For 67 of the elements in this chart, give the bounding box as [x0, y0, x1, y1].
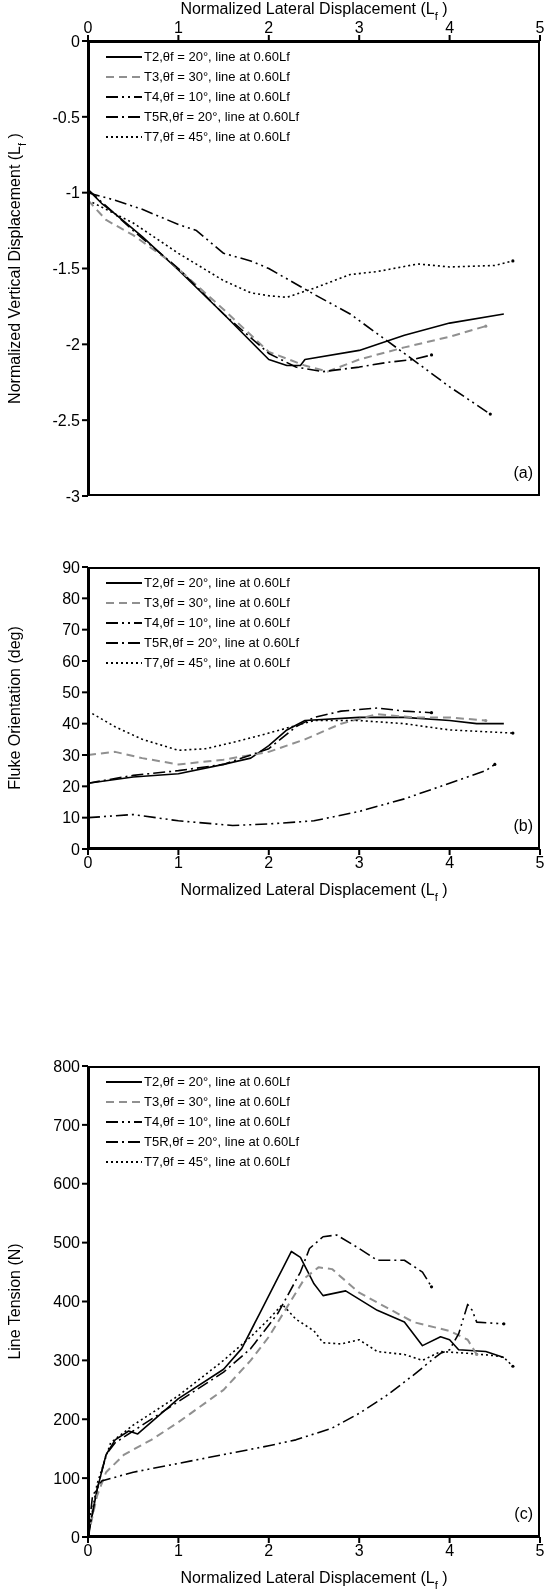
y-tick-label: 20: [62, 778, 81, 796]
legend-label: T3,θf = 30°, line at 0.60Lf: [144, 1093, 290, 1111]
x-tick-label: 4: [445, 854, 455, 872]
y-tick-label: 100: [53, 1469, 81, 1487]
y-tick-label: 0: [71, 1528, 81, 1546]
x-tick-label: 5: [535, 1542, 545, 1560]
y-tick-label: 0: [71, 32, 81, 50]
legend-label: T4,θf = 10°, line at 0.60Lf: [144, 1113, 290, 1131]
y-tick-label: -1.5: [52, 260, 81, 278]
y-axis-title: Fluke Orientation (deg): [6, 626, 23, 790]
y-axis-title: Line Tension (N): [6, 1243, 23, 1360]
x-tick-label: 4: [445, 19, 455, 36]
annotation: (b): [513, 817, 533, 835]
legend-label: T5R,θf = 20°, line at 0.60Lf: [144, 634, 300, 652]
x-axis-title: Normalized Lateral Displacement (L$_{f}$): [180, 1569, 448, 1591]
x-tick-label: 3: [354, 1542, 364, 1560]
y-tick-label: 60: [62, 652, 81, 670]
legend-label: T3,θf = 30°, line at 0.60Lf: [144, 594, 290, 612]
x-tick-label: 5: [535, 19, 545, 36]
y-tick-label: 800: [53, 1057, 81, 1075]
x-tick-label: 1: [173, 19, 183, 36]
y-tick-label: 10: [62, 809, 81, 827]
legend-label: T7,θf = 45°, line at 0.60Lf: [144, 1153, 290, 1171]
y-tick-label: 0: [71, 840, 81, 858]
x-axis-title: Normalized Lateral Displacement (L$_{f}$): [180, 881, 448, 903]
legend-label: T2,θf = 20°, line at 0.60Lf: [144, 1073, 290, 1091]
x-axis-title: Normalized Lateral Displacement (L$_{f}$): [180, 0, 448, 22]
y-tick-label: 200: [53, 1410, 81, 1428]
y-tick-label: -0.5: [52, 108, 81, 126]
x-tick-label: 3: [354, 19, 364, 36]
legend-label: T4,θf = 10°, line at 0.60Lf: [144, 614, 290, 632]
y-tick-label: 70: [62, 621, 81, 639]
legend-label: T7,θf = 45°, line at 0.60Lf: [144, 654, 290, 672]
y-tick-label: 30: [62, 746, 81, 764]
x-tick-label: 3: [354, 854, 364, 872]
y-tick-label: -2: [65, 336, 81, 354]
x-tick-label: 0: [83, 854, 93, 872]
legend-label: T5R,θf = 20°, line at 0.60Lf: [144, 108, 300, 126]
annotation: (a): [513, 464, 533, 482]
legend-label: T4,θf = 10°, line at 0.60Lf: [144, 88, 290, 106]
y-tick-label: -2.5: [52, 411, 81, 429]
y-tick-label: 90: [62, 558, 81, 576]
x-tick-label: 2: [264, 1542, 274, 1560]
y-tick-label: 300: [53, 1352, 81, 1370]
y-tick-label: 80: [62, 590, 81, 608]
annotation: (c): [514, 1505, 533, 1523]
legend-label: T3,θf = 30°, line at 0.60Lf: [144, 68, 290, 86]
x-tick-label: 5: [535, 854, 545, 872]
y-tick-label: -3: [65, 487, 81, 505]
x-tick-label: 1: [173, 1542, 183, 1560]
y-tick-label: 50: [62, 684, 81, 702]
legend-label: T5R,θf = 20°, line at 0.60Lf: [144, 1133, 300, 1151]
x-tick-label: 1: [173, 854, 183, 872]
y-tick-label: 500: [53, 1234, 81, 1252]
legend-label: T2,θf = 20°, line at 0.60Lf: [144, 574, 290, 592]
legend-label: T2,θf = 20°, line at 0.60Lf: [144, 48, 290, 66]
y-tick-label: 400: [53, 1293, 81, 1311]
x-tick-label: 0: [83, 19, 93, 36]
y-tick-label: 600: [53, 1175, 81, 1193]
y-tick-label: -1: [65, 184, 81, 202]
x-tick-label: 2: [264, 854, 274, 872]
x-tick-label: 0: [83, 1542, 93, 1560]
y-tick-label: 40: [62, 715, 81, 733]
y-tick-label: 700: [53, 1116, 81, 1134]
legend-label: T7,θf = 45°, line at 0.60Lf: [144, 128, 290, 146]
x-tick-label: 2: [264, 19, 274, 36]
x-tick-label: 4: [445, 1542, 455, 1560]
